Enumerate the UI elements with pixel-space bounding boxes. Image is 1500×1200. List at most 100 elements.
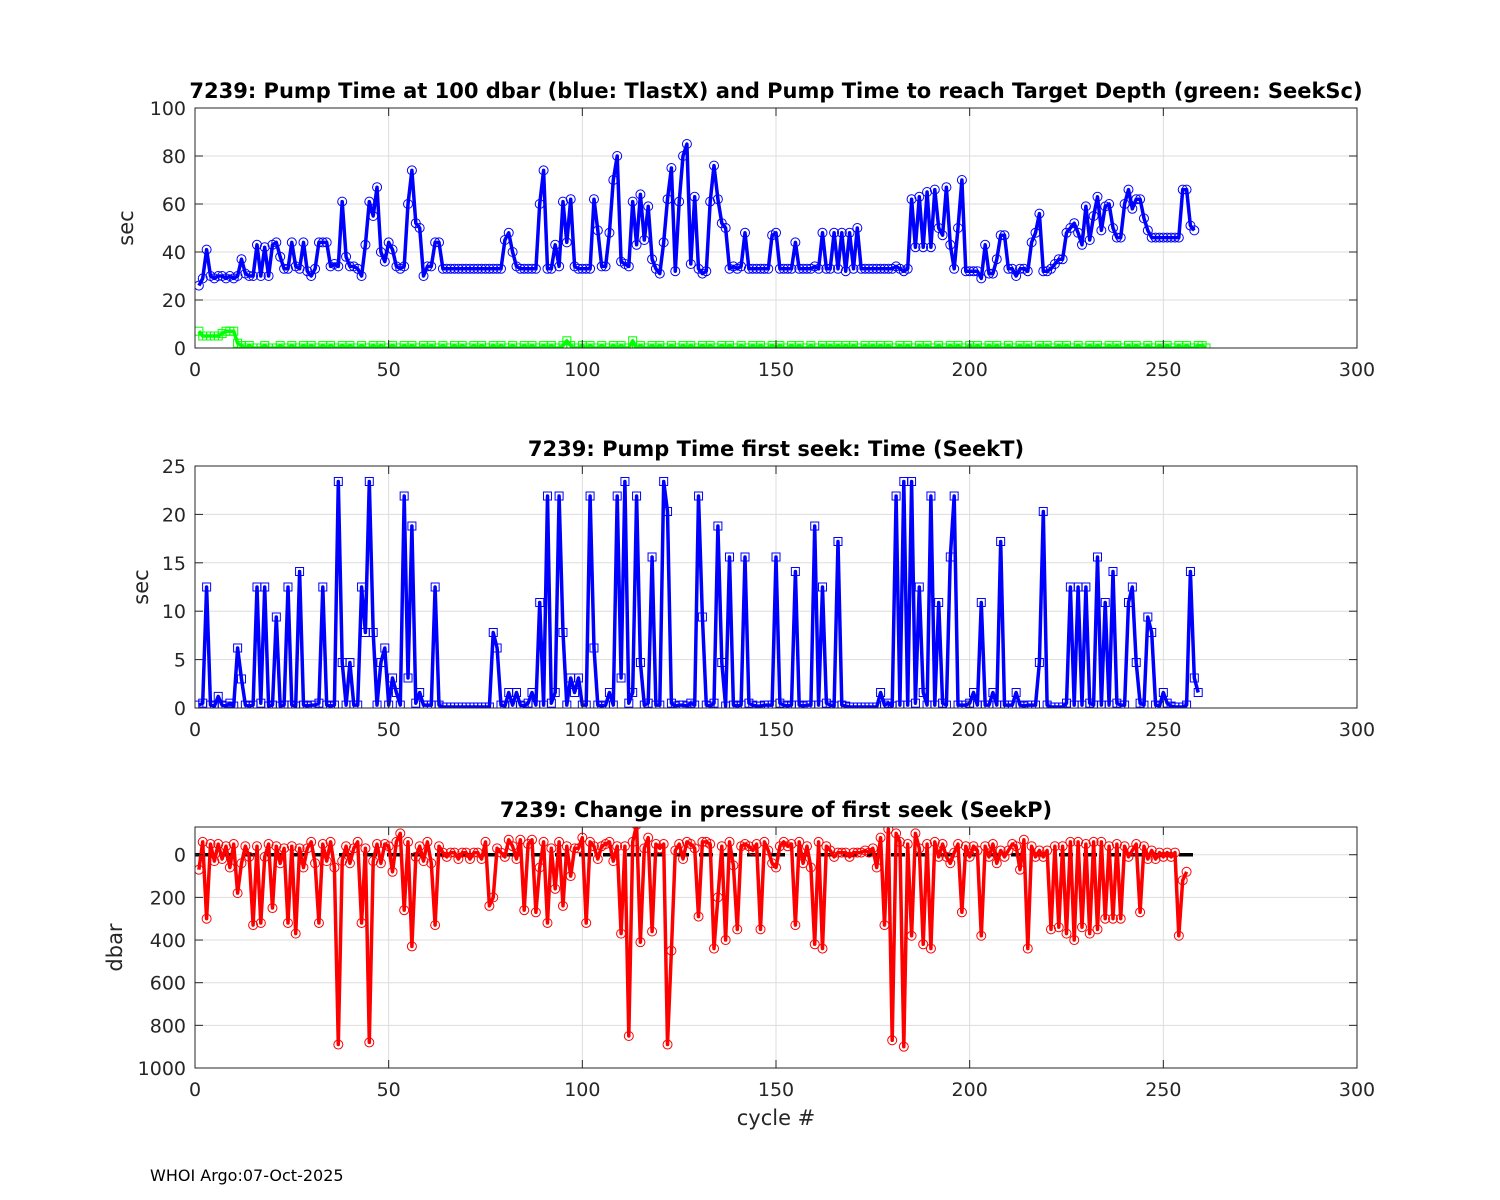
series-1 xyxy=(195,476,1203,708)
x-tick-label: 250 xyxy=(1145,719,1181,741)
data-point xyxy=(403,199,414,209)
data-point xyxy=(430,237,441,248)
data-point xyxy=(554,491,564,501)
data-point xyxy=(554,836,565,847)
data-point xyxy=(415,688,425,698)
data-point xyxy=(1119,199,1130,209)
data-point xyxy=(255,271,266,281)
data-point xyxy=(1034,658,1044,668)
x-tick-label: 300 xyxy=(1339,1079,1375,1101)
data-point xyxy=(980,239,991,250)
data-point xyxy=(662,194,673,205)
data-point xyxy=(1034,208,1045,219)
data-point xyxy=(201,244,212,255)
data-point xyxy=(321,237,332,248)
data-point xyxy=(678,853,689,864)
data-point xyxy=(565,194,576,205)
data-point xyxy=(674,196,685,207)
x-tick-label: 200 xyxy=(952,359,988,381)
data-point xyxy=(929,836,940,847)
data-point xyxy=(530,907,541,918)
data-point xyxy=(1080,839,1091,850)
data-point xyxy=(852,847,863,858)
y-tick-label: 0 xyxy=(174,698,186,720)
data-point xyxy=(956,175,967,185)
data-point xyxy=(573,263,584,274)
data-point xyxy=(786,839,797,850)
data-point xyxy=(1151,700,1161,708)
data-point xyxy=(898,1041,909,1052)
data-point xyxy=(445,263,456,274)
data-point xyxy=(852,223,863,233)
data-point xyxy=(1049,841,1060,852)
data-point xyxy=(213,691,223,701)
data-point xyxy=(1197,341,1207,348)
x-tick-label: 100 xyxy=(564,359,600,381)
data-point xyxy=(418,271,429,281)
y-tick-label: 0 xyxy=(174,845,186,867)
data-point xyxy=(798,858,809,869)
data-point xyxy=(984,851,995,862)
data-point xyxy=(612,491,622,501)
data-point xyxy=(1201,343,1211,348)
data-point xyxy=(530,263,541,274)
data-point xyxy=(1108,567,1118,577)
data-point xyxy=(295,567,305,577)
data-point xyxy=(619,841,630,852)
data-point xyxy=(561,841,572,852)
data-point xyxy=(840,266,851,277)
data-point xyxy=(298,237,309,248)
data-point xyxy=(876,688,886,698)
data-point xyxy=(260,582,270,592)
x-tick-label: 200 xyxy=(952,719,988,741)
data-point xyxy=(709,160,720,171)
data-point xyxy=(801,841,812,852)
data-point xyxy=(290,928,301,939)
plot-content xyxy=(195,476,1203,708)
data-point xyxy=(736,261,747,272)
data-point xyxy=(228,839,239,850)
data-point xyxy=(205,839,216,850)
data-point xyxy=(511,853,522,864)
data-point xyxy=(832,847,843,858)
data-point xyxy=(1131,194,1142,205)
data-point xyxy=(813,836,824,847)
data-point xyxy=(379,256,390,267)
data-point xyxy=(441,263,452,274)
data-point xyxy=(538,165,549,176)
data-point xyxy=(647,926,658,937)
data-point xyxy=(666,945,677,956)
data-point xyxy=(976,597,986,607)
data-point xyxy=(604,227,615,238)
x-tick-label: 300 xyxy=(1339,719,1375,741)
data-point xyxy=(546,843,557,854)
x-tick-label: 200 xyxy=(952,1079,988,1101)
data-point xyxy=(317,237,328,248)
y-tick-label: 20 xyxy=(162,290,186,312)
data-point xyxy=(1015,864,1026,875)
y-tick-label: 100 xyxy=(150,98,186,120)
data-point xyxy=(197,836,208,847)
data-point xyxy=(1111,232,1122,243)
data-point xyxy=(856,263,867,274)
data-point xyxy=(712,892,723,903)
data-point xyxy=(925,943,936,954)
data-point xyxy=(1022,266,1033,277)
data-point xyxy=(220,841,231,852)
data-point xyxy=(953,223,964,233)
data-point xyxy=(554,261,565,272)
data-point xyxy=(1146,845,1157,856)
data-point xyxy=(991,254,1002,265)
data-point xyxy=(697,612,707,622)
data-point xyxy=(1111,839,1122,850)
data-point xyxy=(825,263,836,274)
data-point xyxy=(844,227,855,238)
data-point xyxy=(608,175,619,185)
data-point xyxy=(499,851,510,862)
data-point xyxy=(523,263,534,274)
data-point xyxy=(945,239,956,250)
data-point xyxy=(988,688,998,698)
data-point xyxy=(507,841,518,852)
data-point xyxy=(383,841,394,852)
data-point xyxy=(658,237,669,248)
